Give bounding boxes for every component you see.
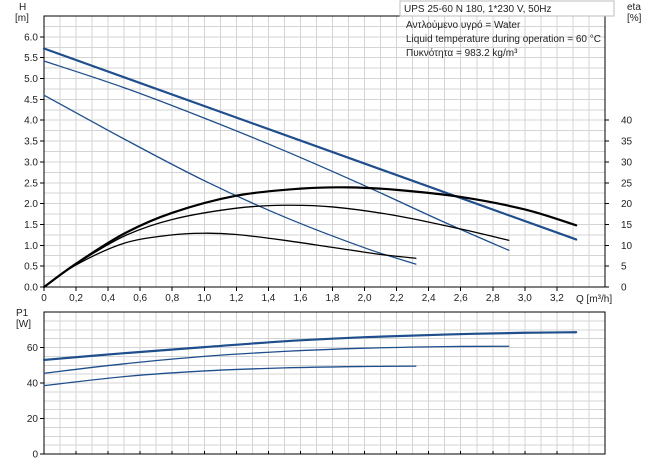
x-tick-label: 0,6	[133, 293, 147, 304]
head-curve-1	[42, 47, 578, 241]
x-tick-label: 0,4	[101, 293, 115, 304]
y-tick-label: 4.0	[24, 116, 38, 127]
fluid-label: Αντλούμενο υγρό = Water	[406, 19, 521, 31]
head-plot-frame	[43, 15, 606, 288]
eta-tick-label: 5	[621, 262, 627, 273]
eta-tick-label: 0	[621, 283, 627, 294]
efficiency-curve-2	[43, 204, 510, 288]
y-tick-label: 2.0	[24, 199, 38, 210]
y-tick-label: 4.5	[24, 95, 38, 106]
head-plot-series	[42, 47, 578, 289]
x-tick-label: 2,2	[390, 293, 404, 304]
power-plot-series	[42, 331, 578, 387]
y-tick-label: 1.5	[24, 220, 38, 231]
power-plot-grid	[44, 312, 605, 454]
eta-tick-label: 40	[621, 116, 633, 127]
eta-tick-label: 10	[621, 241, 633, 252]
y-tick-label: 6.0	[24, 32, 38, 43]
y-tick-label: 3.0	[24, 157, 38, 168]
x-tick-label: 0	[41, 293, 47, 304]
x-tick-label: 2,8	[486, 293, 500, 304]
x-tick-label: 1,0	[197, 293, 211, 304]
flow-axis-label: Q [m³/h]	[576, 294, 612, 305]
y-tick-label: 1.0	[24, 241, 38, 252]
power-curve-1	[42, 331, 578, 362]
power-tick-label: 60	[27, 343, 39, 354]
density-label: Πυκνότητα = 983.2 kg/m³	[406, 47, 518, 59]
eta-axis-name: eta	[627, 2, 641, 13]
eta-tick-label: 20	[621, 199, 633, 210]
power-tick-label: 40	[27, 379, 39, 390]
x-tick-label: 1,2	[229, 293, 243, 304]
y-tick-label: 2.5	[24, 178, 38, 189]
pump-model-box	[399, 0, 615, 17]
y-tick-label: 3.5	[24, 137, 38, 148]
y-tick-label: 5.5	[24, 53, 38, 64]
power-plot-ticks: 0 20 40 60	[27, 343, 558, 460]
efficiency-curve-1	[42, 186, 578, 289]
pump-model-label: UPS 25-60 N 180, 1*230 V, 50Hz	[404, 4, 552, 15]
y-tick-label: 0.5	[24, 262, 38, 273]
power-curve-2	[43, 345, 510, 374]
eta-tick-label: 30	[621, 157, 633, 168]
efficiency-curve-3	[43, 232, 417, 288]
x-tick-label: 1,6	[294, 293, 308, 304]
eta-axis-unit: [%]	[627, 13, 642, 24]
x-tick-label: 2,0	[358, 293, 372, 304]
head-axis-unit: [m]	[15, 13, 29, 24]
y-tick-label: 5.0	[24, 74, 38, 85]
head-plot-grid	[44, 16, 605, 287]
eta-tick-label: 25	[621, 178, 633, 189]
x-tick-label: 2,6	[454, 293, 468, 304]
x-tick-label: 3,0	[518, 293, 532, 304]
eta-tick-label: 35	[621, 137, 633, 148]
x-tick-label: 0,2	[69, 293, 83, 304]
x-tick-label: 1,4	[261, 293, 275, 304]
power-curve-3	[43, 365, 417, 387]
head-curve-2	[43, 60, 510, 251]
x-tick-label: 0,8	[165, 293, 179, 304]
y-tick-label: 0.0	[24, 283, 38, 294]
power-axis-unit: [W]	[16, 319, 31, 330]
head-plot-ticks: 0 0,2 0,4 0,6 0,8 1,0 1,2 1,4 1,6 1,8 2,0 2,2 2,4 2,6…	[24, 32, 632, 304]
x-tick-label: 2,4	[422, 293, 436, 304]
temperature-label: Liquid temperature during operation = 60…	[406, 34, 601, 45]
x-tick-label: 3,2	[550, 293, 564, 304]
power-tick-label: 20	[27, 414, 39, 425]
x-tick-label: 1,8	[326, 293, 340, 304]
power-axis-name: P1	[16, 308, 29, 319]
eta-tick-label: 15	[621, 220, 633, 231]
power-tick-label: 0	[32, 450, 38, 460]
head-axis-name: H	[19, 2, 26, 13]
